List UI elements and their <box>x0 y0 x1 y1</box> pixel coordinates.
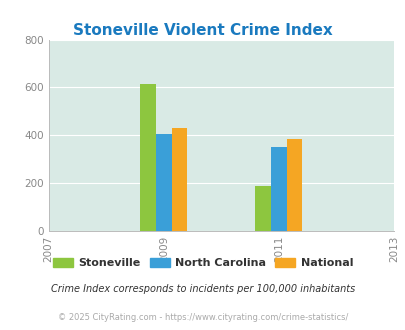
Bar <box>271 147 286 231</box>
Text: Crime Index corresponds to incidents per 100,000 inhabitants: Crime Index corresponds to incidents per… <box>51 284 354 294</box>
Bar <box>171 128 187 231</box>
Bar <box>140 84 156 231</box>
Text: © 2025 CityRating.com - https://www.cityrating.com/crime-statistics/: © 2025 CityRating.com - https://www.city… <box>58 313 347 322</box>
Bar <box>286 139 301 231</box>
Legend: Stoneville, North Carolina, National: Stoneville, North Carolina, National <box>48 253 357 273</box>
Bar <box>255 185 271 231</box>
Bar <box>156 134 171 231</box>
Text: Stoneville Violent Crime Index: Stoneville Violent Crime Index <box>73 23 332 38</box>
